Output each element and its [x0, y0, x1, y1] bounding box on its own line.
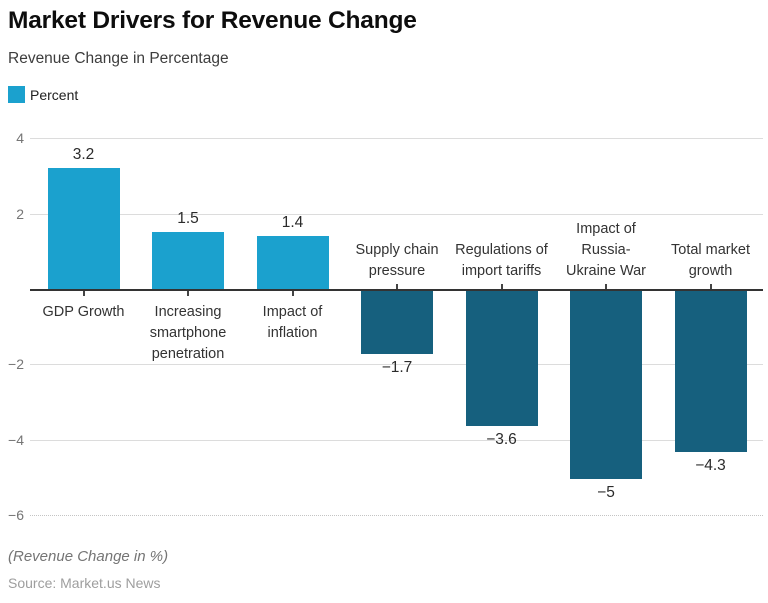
axis-note: (Revenue Change in %)	[8, 548, 169, 565]
y-axis-tick-label: −4	[8, 431, 24, 448]
source-credit: Source: Market.us News	[8, 575, 161, 591]
y-axis-tick-label: 4	[16, 130, 24, 147]
x-axis-line	[30, 289, 763, 291]
legend-swatch-percent	[8, 86, 25, 103]
chart-subtitle: Revenue Change in Percentage	[8, 50, 229, 67]
category-label: Regulations of import tariffs	[455, 241, 548, 279]
gridline	[30, 213, 763, 215]
y-axis-tick-label: 2	[16, 205, 24, 222]
bar	[47, 168, 120, 289]
gridline	[30, 515, 763, 517]
y-axis-tick-label: −6	[8, 507, 24, 524]
axis-tick	[187, 291, 189, 296]
bar	[361, 290, 433, 355]
axis-tick	[291, 291, 294, 296]
bar-value-label: −5	[597, 483, 615, 501]
bar	[465, 290, 538, 426]
axis-tick	[709, 284, 712, 289]
category-label: Increasing smartphone penetration	[149, 304, 227, 363]
axis-tick	[500, 284, 503, 289]
bar-value-label: −4.3	[695, 457, 726, 475]
gridline	[30, 439, 763, 441]
y-axis-tick-label: −2	[8, 356, 24, 373]
category-label: Impact of Russia-Ukraine War	[565, 220, 647, 279]
gridline	[30, 364, 763, 366]
axis-tick	[82, 291, 85, 296]
legend-label: Percent	[30, 86, 79, 103]
bar	[256, 236, 329, 289]
category-label: Total market growth	[671, 241, 750, 279]
bar-value-label: 3.2	[72, 146, 95, 164]
gridline	[30, 138, 763, 140]
bar	[674, 290, 747, 453]
axis-tick	[605, 284, 607, 289]
bar	[570, 290, 642, 479]
bar-value-label: −3.6	[486, 430, 517, 448]
bar-value-label: 1.5	[177, 210, 199, 228]
bar	[152, 232, 224, 289]
page-title: Market Drivers for Revenue Change	[8, 7, 417, 34]
category-label: GDP Growth	[42, 304, 125, 320]
bar-value-label: −1.7	[381, 359, 413, 377]
chart-legend: Percent	[8, 86, 78, 103]
category-label: Impact of inflation	[262, 304, 323, 342]
bar-value-label: 1.4	[281, 214, 304, 232]
bar-chart: 4 2 −2 −4 −6 3.2 GDP Growth 1.5 Increasing smart…	[0, 118, 768, 560]
category-label: Supply chain pressure	[355, 241, 439, 279]
axis-tick	[396, 284, 398, 289]
